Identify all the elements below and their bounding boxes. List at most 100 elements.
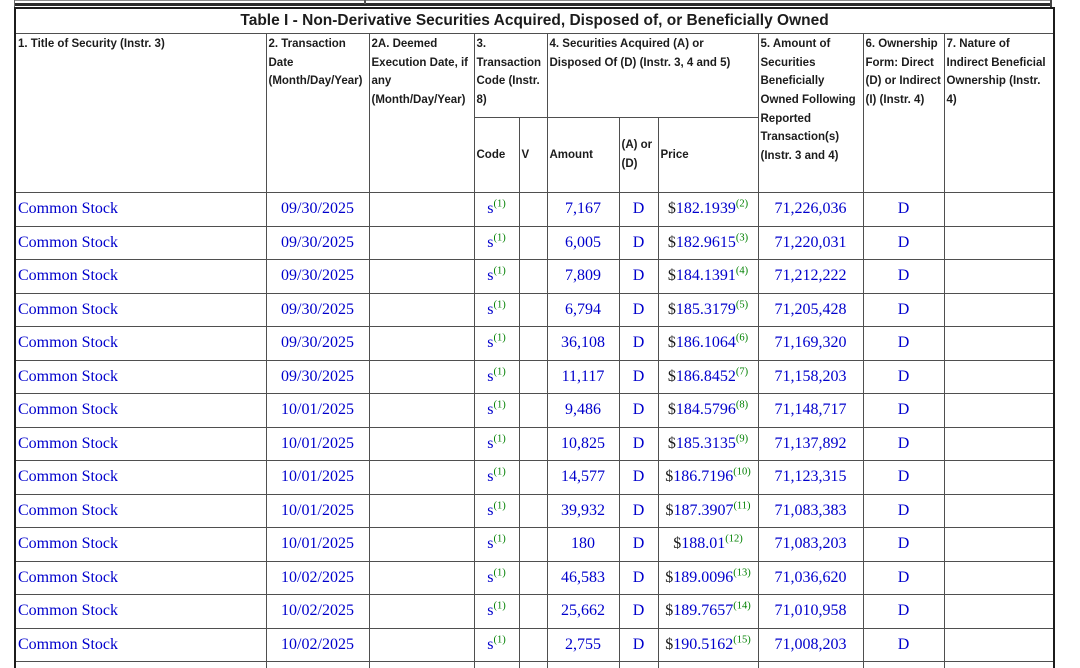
indirect-ownership-cell [943, 426, 1055, 461]
amount-cell: 11,117 [546, 359, 620, 394]
empty-cell [368, 661, 475, 668]
security-title-cell: Common Stock [14, 460, 267, 495]
indirect-ownership-cell [943, 292, 1055, 327]
indirect-ownership-cell [943, 393, 1055, 428]
footnote-ref: (9) [735, 433, 749, 445]
empty-cell [473, 661, 520, 668]
price-value: 189.7657 [673, 602, 734, 620]
deemed-execution-cell [368, 359, 475, 394]
header-securities-acquired-disposed: 4. Securities Acquired (A) or Disposed O… [546, 33, 759, 118]
dollar-sign: $ [665, 568, 674, 586]
table-row: Common Stock 09/30/2025 s(1) 7,167 D $18… [14, 192, 1055, 227]
empty-cell [862, 661, 945, 668]
indirect-ownership-cell [943, 225, 1055, 260]
price-value: 182.9615 [675, 233, 736, 251]
transaction-code-value: s [487, 334, 494, 352]
footnote-ref: (1) [493, 232, 506, 244]
price-value: 184.5796 [675, 401, 736, 419]
deemed-execution-cell [368, 192, 475, 227]
voluntary-v-cell [518, 560, 548, 595]
footnote-ref: (5) [735, 299, 749, 311]
transaction-date-cell: 10/01/2025 [265, 460, 370, 495]
footnote-ref: (13) [733, 567, 751, 579]
footnote-ref: (1) [493, 600, 506, 612]
security-title-cell: Common Stock [14, 225, 267, 260]
price-cell: $186.8452(7) [657, 359, 759, 394]
security-title-cell: Common Stock [14, 393, 267, 428]
footnote-ref: (3) [735, 232, 749, 244]
price-cell: $185.3135(9) [657, 426, 759, 461]
transaction-date-cell: 09/30/2025 [265, 359, 370, 394]
price-cell: $184.1391(4) [657, 259, 759, 294]
amount-cell: 46,583 [546, 560, 620, 595]
price-value: 186.1064 [675, 334, 736, 352]
header-transaction-code: 3. Transaction Code (Instr. 8) [473, 33, 548, 118]
transaction-code-cell: s(1) [473, 259, 520, 294]
security-title-cell: Common Stock [14, 192, 267, 227]
dollar-sign: $ [667, 367, 676, 385]
dollar-sign: $ [667, 434, 676, 452]
dollar-sign: $ [667, 267, 676, 285]
transaction-code-value: s [487, 200, 494, 218]
table1-non-derivative-securities: Table I - Non-Derivative Securities Acqu… [14, 7, 1056, 668]
previous-table-right-edge [1050, 0, 1052, 9]
ownership-form-cell: D [862, 259, 945, 294]
shares-owned-cell: 71,158,203 [757, 359, 864, 394]
header-transaction-date: 2. Transaction Date (Month/Day/Year) [265, 33, 370, 193]
price-cell: $189.0096(13) [657, 560, 759, 595]
amount-cell: 2,755 [546, 627, 620, 662]
deemed-execution-cell [368, 493, 475, 528]
voluntary-v-cell [518, 460, 548, 495]
security-title-cell: Common Stock [14, 527, 267, 562]
ownership-form-cell: D [862, 594, 945, 629]
price-cell: $182.9615(3) [657, 225, 759, 260]
ownership-form-cell: D [862, 627, 945, 662]
amount-cell: 7,809 [546, 259, 620, 294]
table-row: Common Stock 10/02/2025 s(1) 2,755 D $19… [14, 627, 1055, 662]
price-cell: $190.5162(15) [657, 627, 759, 662]
shares-owned-cell: 71,226,036 [757, 192, 864, 227]
empty-cell [657, 661, 759, 668]
shares-owned-cell: 71,137,892 [757, 426, 864, 461]
transaction-code-cell: s(1) [473, 225, 520, 260]
security-title-cell: Common Stock [14, 292, 267, 327]
empty-cell [265, 661, 370, 668]
transaction-code-value: s [487, 300, 494, 318]
footnote-ref: (1) [493, 567, 506, 579]
price-value: 184.1391 [675, 267, 736, 285]
dollar-sign: $ [673, 535, 682, 553]
shares-owned-cell: 71,083,203 [757, 527, 864, 562]
acquired-disposed-cell: D [618, 426, 659, 461]
transaction-date-cell: 09/30/2025 [265, 225, 370, 260]
shares-owned-cell: 71,083,383 [757, 493, 864, 528]
footnote-ref: (1) [493, 500, 506, 512]
footnote-ref: (1) [493, 198, 506, 210]
footnote-ref: (1) [493, 433, 506, 445]
transaction-code-cell: s(1) [473, 493, 520, 528]
transaction-date-cell: 09/30/2025 [265, 192, 370, 227]
acquired-disposed-cell: D [618, 627, 659, 662]
previous-table-left-edge [14, 0, 15, 8]
transaction-code-value: s [487, 434, 494, 452]
indirect-ownership-cell [943, 493, 1055, 528]
header-nature-of-indirect-ownership: 7. Nature of Indirect Beneficial Ownersh… [943, 33, 1055, 193]
price-cell: $184.5796(8) [657, 393, 759, 428]
price-value: 186.7196 [673, 468, 734, 486]
security-title-cell: Common Stock [14, 426, 267, 461]
footnote-ref: (10) [733, 466, 751, 478]
acquired-disposed-cell: D [618, 594, 659, 629]
transaction-date-cell: 10/02/2025 [265, 594, 370, 629]
table-row: Common Stock 10/02/2025 s(1) 46,583 D $1… [14, 560, 1055, 595]
footnote-ref: (14) [733, 600, 751, 612]
acquired-disposed-cell: D [618, 259, 659, 294]
indirect-ownership-cell [943, 527, 1055, 562]
footnote-ref: (4) [735, 265, 749, 277]
empty-cell [943, 661, 1055, 668]
ownership-form-cell: D [862, 426, 945, 461]
footnote-ref: (1) [493, 332, 506, 344]
price-value: 182.1939 [675, 200, 736, 218]
shares-owned-cell: 71,008,203 [757, 627, 864, 662]
header-title-of-security: 1. Title of Security (Instr. 3) [14, 33, 267, 193]
transaction-code-value: s [487, 401, 494, 419]
empty-cell [757, 661, 864, 668]
